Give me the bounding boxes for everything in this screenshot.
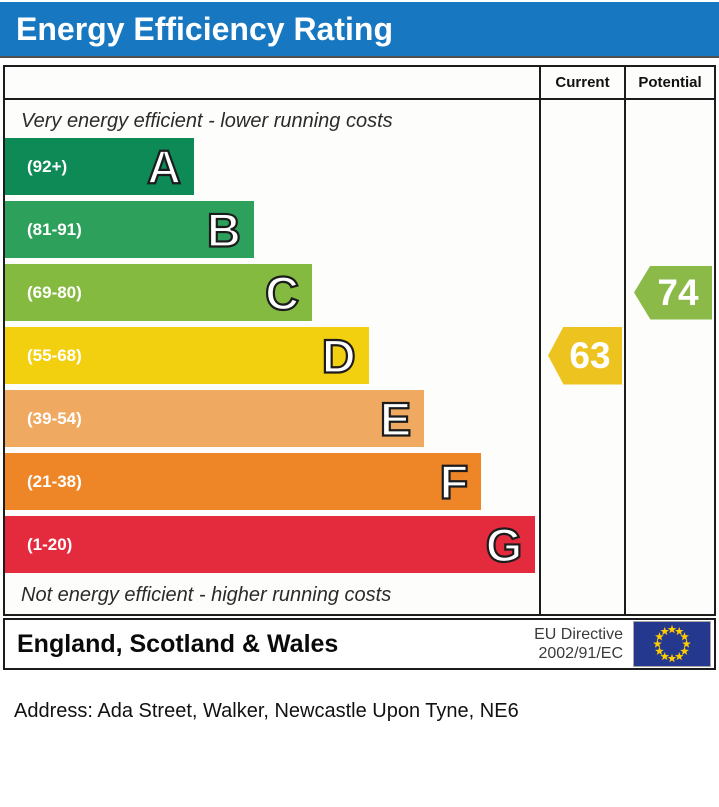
table-header-row: Current Potential bbox=[5, 67, 714, 100]
band-bar-f: (21-38) F bbox=[5, 453, 482, 510]
potential-rating-value: 74 bbox=[657, 271, 699, 313]
band-bar-e: (39-54) E bbox=[5, 390, 425, 447]
band-range-label: (21-38) bbox=[27, 471, 82, 491]
current-column: 63 bbox=[541, 100, 626, 614]
epc-bands: (92+) A (81-91) B (69-80) C (55-68) D (39-54) E (2… bbox=[5, 138, 539, 573]
epc-rating-table: Current Potential Very energy efficient … bbox=[3, 65, 716, 616]
bottom-note: Not energy efficient - higher running co… bbox=[21, 584, 392, 606]
title-bar: Energy Efficiency Rating bbox=[0, 2, 719, 58]
band-range-label: (69-80) bbox=[27, 282, 82, 302]
band-range-label: (1-20) bbox=[27, 534, 73, 554]
eu-flag-icon bbox=[633, 621, 711, 667]
eu-directive-label: EU Directive 2002/91/EC bbox=[534, 625, 623, 663]
band-letter: F bbox=[439, 455, 470, 508]
band-bar-a: (92+) A bbox=[5, 138, 195, 195]
top-note: Very energy efficient - lower running co… bbox=[21, 110, 393, 132]
band-letter: A bbox=[146, 140, 182, 193]
band-bar-c: (69-80) C bbox=[5, 264, 313, 321]
band-letter: C bbox=[264, 266, 300, 319]
address-line: Address: Ada Street, Walker, Newcastle U… bbox=[14, 700, 519, 722]
band-bar-b: (81-91) B bbox=[5, 201, 254, 258]
table-body-row: Very energy efficient - lower running co… bbox=[5, 100, 714, 614]
band-bar-g: (1-20) G bbox=[5, 516, 536, 573]
band-range-label: (92+) bbox=[27, 156, 68, 176]
potential-rating-marker: 74 bbox=[634, 265, 712, 320]
current-rating-marker: 63 bbox=[548, 326, 622, 385]
header-cell-potential: Potential bbox=[638, 74, 702, 91]
band-range-label: (55-68) bbox=[27, 345, 82, 365]
header-cell-empty bbox=[5, 67, 541, 98]
eu-directive-line1: EU Directive bbox=[534, 626, 623, 643]
band-letter: G bbox=[485, 518, 524, 571]
potential-column: 74 bbox=[626, 100, 714, 614]
header-cell-current: Current bbox=[541, 67, 626, 98]
band-range-label: (39-54) bbox=[27, 408, 82, 428]
current-rating-value: 63 bbox=[569, 334, 611, 376]
eu-directive-line2: 2002/91/EC bbox=[538, 645, 623, 662]
band-letter: D bbox=[321, 329, 357, 382]
page-title: Energy Efficiency Rating bbox=[16, 10, 393, 47]
band-letter: E bbox=[379, 392, 413, 445]
footer-bar: England, Scotland & Wales EU Directive 2… bbox=[3, 618, 716, 670]
rating-chart-area: Very energy efficient - lower running co… bbox=[5, 100, 541, 614]
band-letter: B bbox=[206, 203, 242, 256]
band-bar-d: (55-68) D bbox=[5, 327, 369, 384]
region-label: England, Scotland & Wales bbox=[17, 629, 339, 658]
band-range-label: (81-91) bbox=[27, 219, 82, 239]
